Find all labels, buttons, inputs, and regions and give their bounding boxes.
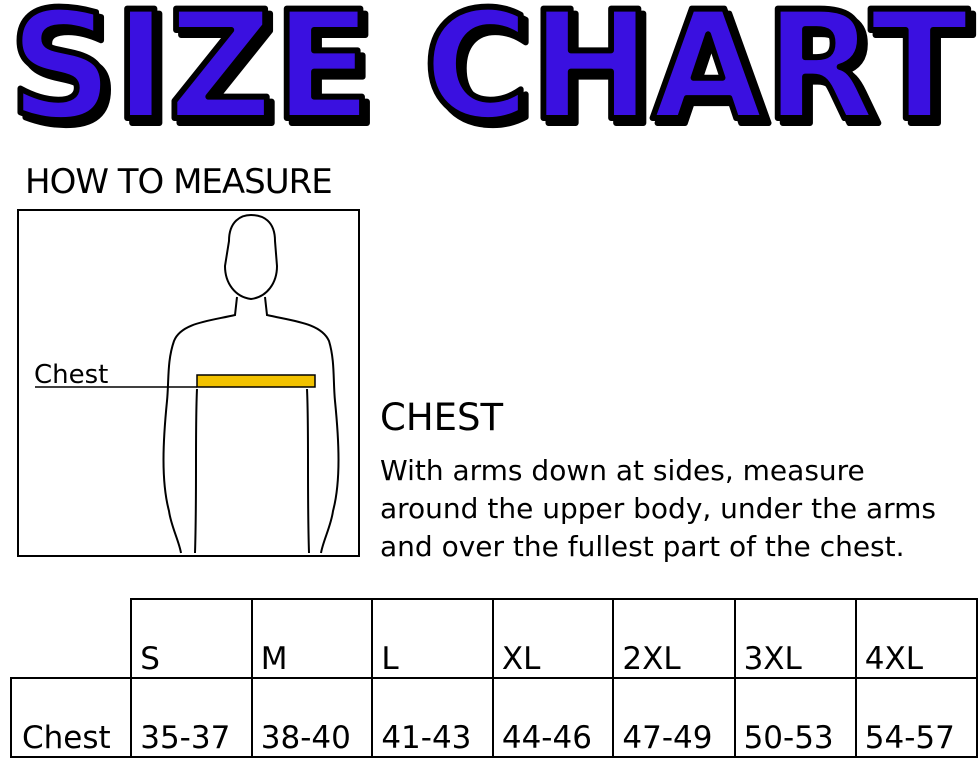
- size-header: XL: [491, 598, 615, 679]
- size-header: L: [371, 598, 494, 679]
- chest-value: 35-37: [130, 677, 253, 758]
- chest-value: 44-46: [491, 677, 615, 758]
- body-outline-icon: [162, 213, 340, 554]
- row-label: Chest: [9, 677, 133, 758]
- chest-row: Chest 35-37 38-40 41-43 44-46 47-49 50-5…: [9, 677, 978, 758]
- size-header: M: [250, 598, 374, 679]
- chest-value: 38-40: [250, 677, 374, 758]
- how-to-measure-heading: HOW TO MEASURE: [25, 162, 333, 202]
- size-table: S M L XL 2XL 3XL 4XL Chest 35-37 38-40 4…: [9, 598, 978, 758]
- chest-value: 50-53: [733, 677, 857, 758]
- size-header-row: S M L XL 2XL 3XL 4XL: [11, 598, 978, 679]
- size-header: 2XL: [612, 598, 736, 679]
- instruction-line: With arms down at sides, measure: [380, 454, 865, 487]
- chest-value: 47-49: [612, 677, 736, 758]
- size-header: 3XL: [733, 598, 857, 679]
- title-text: SIZE CHART: [9, 0, 969, 138]
- size-header: S: [130, 598, 253, 679]
- chest-value: 41-43: [371, 677, 494, 758]
- instruction-line: around the upper body, under the arms: [380, 492, 936, 525]
- chest-instructions: With arms down at sides, measure around …: [380, 452, 978, 566]
- chest-heading: CHEST: [380, 396, 504, 439]
- size-chart-title: SIZE CHART: [6, 0, 972, 138]
- instruction-line: and over the fullest part of the chest.: [380, 530, 905, 563]
- measurement-figure: Chest: [17, 209, 360, 557]
- empty-cell: [11, 599, 131, 678]
- chest-label: Chest: [34, 360, 108, 390]
- chest-value: 54-57: [854, 677, 978, 758]
- size-header: 4XL: [854, 598, 978, 679]
- measuring-tape: [196, 374, 316, 388]
